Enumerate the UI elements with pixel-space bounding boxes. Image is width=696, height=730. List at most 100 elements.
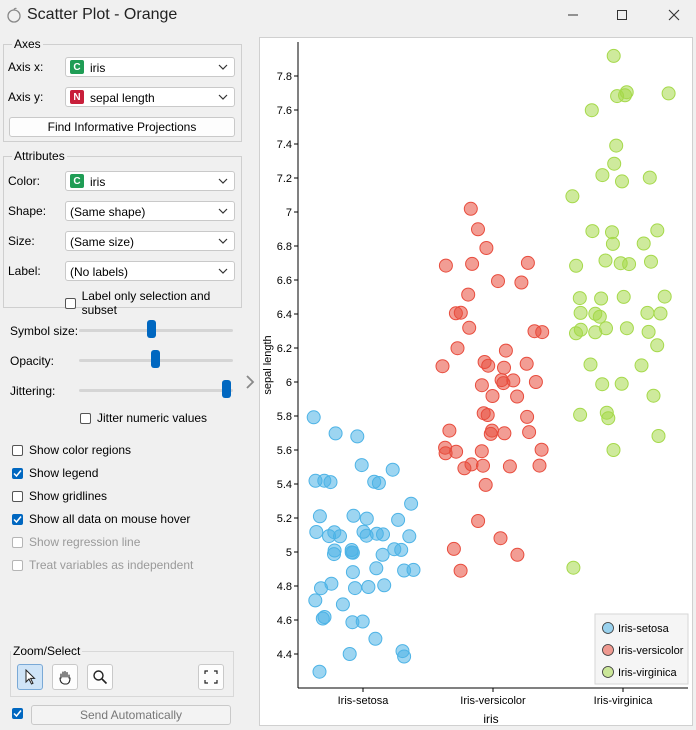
data-point (367, 474, 382, 489)
chevron-down-icon (218, 178, 228, 184)
label-value: (No labels) (70, 265, 129, 279)
data-point (476, 458, 490, 473)
close-button[interactable] (652, 2, 696, 28)
find-informative-projections-button[interactable]: Find Informative Projections (9, 117, 235, 137)
show-all-data-checkbox[interactable]: Show all data on mouse hover (12, 512, 190, 526)
legend-item-label: Iris-versicolor (618, 645, 684, 657)
data-point (573, 407, 588, 422)
axis-x-combo[interactable]: C iris (65, 57, 235, 77)
attributes-group: Attributes Color: C iris Shape: (Same sh… (3, 149, 242, 317)
data-point (491, 274, 505, 289)
plot-area[interactable]: 4.4 4.6 4.8 5 5.2 5.4 5.6 5.8 6 6.2 6.4 6.6 6.8 7 7.2 7… (259, 37, 693, 726)
data-point (588, 325, 603, 340)
data-point (438, 258, 453, 273)
data-point (599, 405, 614, 420)
data-point (636, 236, 651, 251)
data-point (348, 581, 362, 596)
opacity-label: Opacity: (10, 354, 55, 368)
y-tick-label: 6.8 (277, 241, 292, 253)
label-combo[interactable]: (No labels) (65, 261, 235, 281)
show-legend-checkbox[interactable]: Show legend (12, 466, 98, 480)
scatter-plot[interactable]: 4.4 4.6 4.8 5 5.2 5.4 5.6 5.8 6 6.2 6.4 6.6 6.8 7 7.2 7… (260, 38, 692, 725)
data-point (471, 514, 486, 528)
data-point (534, 442, 549, 457)
maximize-button[interactable] (600, 2, 644, 28)
data-point (606, 443, 621, 457)
data-point (462, 320, 477, 335)
data-point (435, 359, 450, 374)
legend-marker (602, 666, 614, 678)
data-point (306, 410, 321, 425)
data-point (634, 358, 649, 373)
data-point (355, 614, 370, 629)
pan-tool-button[interactable] (52, 664, 78, 690)
data-point (514, 275, 529, 290)
data-point (598, 253, 613, 268)
show-gridlines-checkbox[interactable]: Show gridlines (12, 489, 107, 503)
data-point (346, 508, 361, 523)
y-tick-label: 4.4 (277, 649, 292, 661)
chevron-down-icon (218, 208, 228, 214)
data-point (519, 356, 534, 371)
data-point (397, 649, 412, 664)
axis-y-combo[interactable]: N sepal length (65, 87, 235, 107)
x-tick-label: Iris-virginica (594, 695, 654, 707)
size-value: (Same size) (70, 235, 135, 249)
y-tick-label: 5.6 (277, 445, 292, 457)
data-point (606, 48, 621, 63)
send-automatically-button[interactable]: Send Automatically (31, 705, 231, 725)
jittering-slider[interactable] (79, 389, 233, 392)
jitter-numeric-checkbox[interactable]: Jitter numeric values (80, 411, 207, 425)
x-tick-label: Iris-setosa (338, 695, 390, 707)
data-point (375, 547, 390, 562)
color-combo[interactable]: C iris (65, 171, 235, 191)
zoom-tool-button[interactable] (87, 664, 113, 690)
data-point (359, 528, 374, 543)
collapse-panel-icon[interactable] (244, 374, 256, 390)
data-point (650, 223, 665, 238)
data-point (497, 426, 512, 441)
maximize-icon (617, 10, 627, 20)
reset-zoom-button[interactable] (198, 664, 224, 690)
symbol-size-handle[interactable] (147, 320, 156, 338)
attributes-group-title: Attributes (12, 149, 67, 163)
axis-y-label: Axis y: (8, 90, 44, 104)
data-point (483, 426, 498, 441)
checkbox-box (65, 297, 76, 309)
data-point (622, 257, 637, 272)
symbol-size-slider[interactable] (79, 329, 233, 332)
checkmark-icon (13, 469, 22, 477)
treat-independent-text: Treat variables as independent (29, 558, 194, 572)
show-regression-checkbox: Show regression line (12, 535, 140, 549)
label-label: Label: (8, 264, 41, 278)
data-point (350, 429, 365, 444)
shape-combo[interactable]: (Same shape) (65, 201, 235, 221)
data-point (442, 423, 457, 438)
data-point (479, 241, 494, 255)
send-auto-checkbox[interactable] (12, 708, 29, 719)
hand-icon (59, 670, 71, 685)
y-tick-label: 5 (286, 547, 292, 559)
data-point (522, 425, 537, 440)
checkbox-box (12, 536, 23, 548)
label-only-selection-checkbox[interactable]: Label only selection and subset (65, 289, 241, 317)
y-tick-label: 7.4 (277, 139, 292, 151)
chevron-down-icon (218, 238, 228, 244)
data-point (605, 236, 620, 251)
data-point (312, 509, 327, 524)
data-point (480, 408, 495, 422)
opacity-handle[interactable] (151, 350, 160, 368)
legend-marker (602, 644, 614, 656)
data-point (449, 444, 464, 459)
pointer-icon (25, 669, 36, 685)
jittering-handle[interactable] (222, 380, 231, 398)
jittering-label: Jittering: (10, 384, 56, 398)
minimize-button[interactable] (551, 2, 595, 28)
show-color-regions-checkbox[interactable]: Show color regions (12, 443, 131, 457)
size-combo[interactable]: (Same size) (65, 231, 235, 251)
select-tool-button[interactable] (17, 664, 43, 690)
treat-independent-checkbox: Treat variables as independent (12, 558, 193, 572)
data-point (485, 389, 500, 403)
show-color-regions-text: Show color regions (29, 443, 132, 457)
data-point (650, 338, 665, 353)
